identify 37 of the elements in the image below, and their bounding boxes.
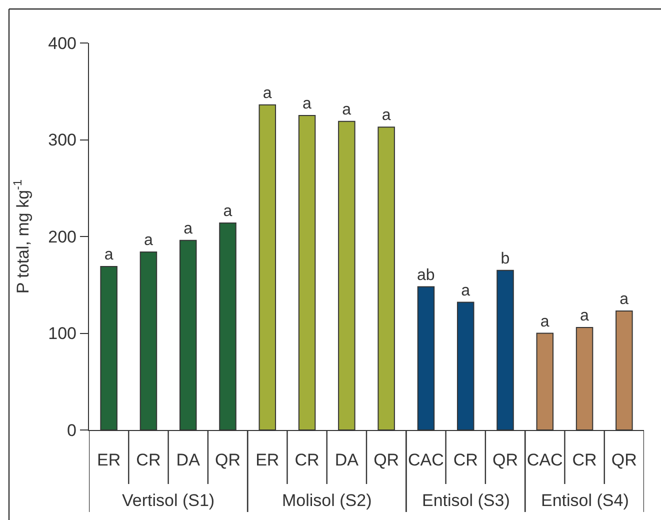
data-label: a: [620, 291, 629, 308]
x-tick-label: QR: [215, 450, 240, 470]
x-tick-label: CR: [453, 450, 478, 470]
text: Entisol (S4): [541, 491, 629, 510]
x-tick-label: ER: [256, 450, 280, 470]
y-tick-label: 100: [48, 324, 76, 344]
data-label: a: [461, 282, 470, 300]
data-label: b: [500, 250, 510, 268]
data-label: a: [104, 246, 114, 264]
x-tick-label: CAC: [408, 450, 444, 470]
data-label: a: [342, 101, 352, 118]
text: Vertisol (S1): [122, 491, 215, 510]
x-tick-label: DA: [334, 450, 360, 470]
x-tick-label: CAC: [526, 450, 563, 470]
data-label: ab: [417, 266, 435, 284]
data-label: a: [382, 107, 391, 124]
x-tick-label: CR: [572, 450, 597, 470]
x-tick-label: CR: [294, 450, 320, 470]
data-label: a: [184, 220, 193, 238]
y-tick-label: 400: [48, 34, 76, 53]
x-tick-label: QR: [611, 450, 637, 470]
x-tick-label: QR: [374, 450, 400, 470]
data-label: a: [223, 202, 232, 220]
text: Molisol (S2): [282, 491, 372, 510]
data-label: a: [262, 84, 272, 102]
data-label: a: [580, 307, 590, 324]
y-tick-label: 300: [48, 130, 76, 150]
text: Entisol (S3): [422, 491, 510, 510]
x-tick-label: ER: [97, 450, 121, 470]
y-tick-label: 0: [67, 420, 76, 440]
y-tick-label: 200: [48, 227, 76, 246]
x-tick-label: CR: [136, 450, 161, 470]
x-tick-label: DA: [176, 450, 201, 470]
data-label: a: [144, 232, 153, 249]
x-tick-label: QR: [492, 450, 518, 470]
data-label: a: [540, 313, 550, 330]
data-label: a: [302, 96, 312, 113]
